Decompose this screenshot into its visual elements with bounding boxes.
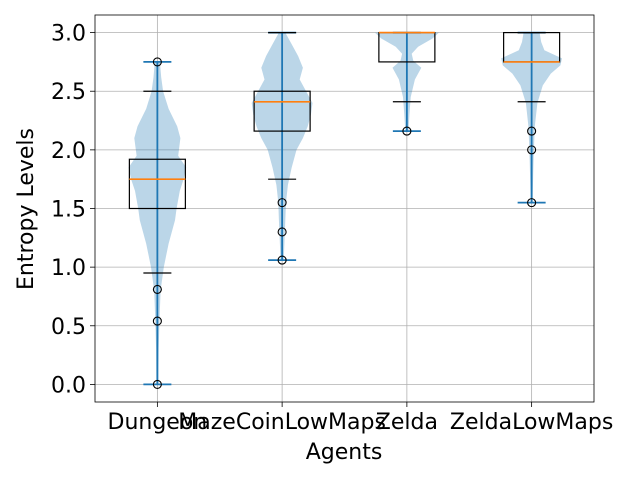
outlier-point	[277, 198, 287, 208]
outlier-point	[152, 379, 162, 389]
x-tick-label: Zelda	[376, 410, 438, 435]
outlier-point	[402, 126, 412, 136]
x-axis-label: Agents	[306, 440, 383, 465]
x-tick-label: Dungeon	[108, 410, 208, 435]
y-tick-label: 3.0	[51, 22, 86, 47]
outlier-point	[152, 316, 162, 326]
box-iqr	[253, 90, 311, 132]
y-tick-label: 1.5	[51, 198, 86, 223]
outlier-point	[527, 145, 537, 155]
outlier-point	[527, 126, 537, 136]
y-tick-label: 1.0	[51, 256, 86, 281]
x-tick-label: ZeldaLowMaps	[450, 410, 613, 435]
outlier-point	[277, 255, 287, 265]
y-tick-label: 2.5	[51, 80, 86, 105]
y-tick-layer: 0.0 0.5 1.0 1.5 2.0 2.5 3.0	[51, 22, 95, 398]
outlier-point	[152, 57, 162, 67]
y-axis-label: Entropy Levels	[14, 128, 39, 290]
violin-layer	[128, 31, 562, 386]
y-tick-label: 0.5	[51, 315, 86, 340]
outlier-point	[277, 227, 287, 237]
x-tick-label: MazeCoinLowMaps	[178, 410, 386, 435]
box-layer	[128, 31, 561, 274]
y-tick-label: 0.0	[51, 373, 86, 398]
flier-layer	[152, 57, 537, 389]
y-tick-label: 2.0	[51, 139, 86, 164]
outlier-point	[527, 198, 537, 208]
outlier-point	[152, 284, 162, 294]
box-iqr	[128, 158, 186, 210]
